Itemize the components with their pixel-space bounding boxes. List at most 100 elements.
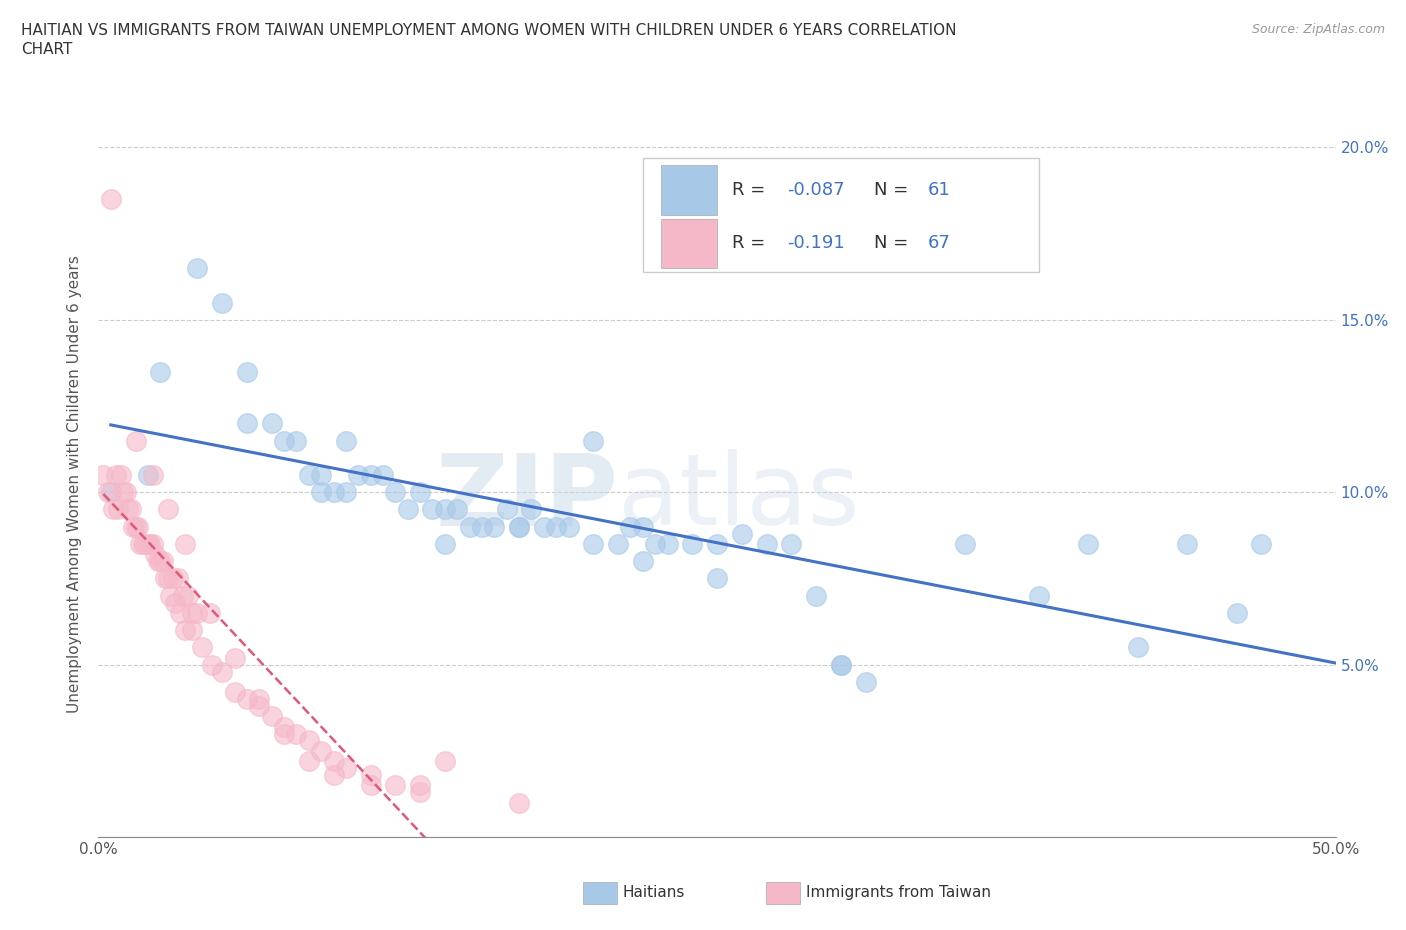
Point: [731, 526, 754, 541]
Point: [134, 537, 156, 551]
Point: [285, 726, 308, 741]
Point: [322, 485, 344, 499]
Point: [508, 519, 530, 534]
Point: [236, 692, 259, 707]
Point: [631, 519, 654, 534]
FancyBboxPatch shape: [661, 166, 717, 215]
Point: [149, 553, 172, 568]
Point: [132, 537, 155, 551]
Point: [166, 571, 188, 586]
Point: [104, 468, 127, 483]
Point: [335, 485, 357, 499]
Point: [309, 743, 332, 758]
Point: [433, 502, 456, 517]
Point: [143, 547, 166, 562]
Point: [546, 519, 568, 534]
Point: [298, 733, 321, 748]
Point: [100, 192, 122, 206]
Point: [471, 519, 494, 534]
Point: [322, 753, 344, 768]
Point: [156, 502, 179, 517]
Point: [247, 698, 270, 713]
Text: atlas: atlas: [619, 449, 859, 546]
Point: [169, 605, 191, 620]
Point: [409, 777, 432, 792]
Point: [120, 502, 142, 517]
Point: [117, 502, 139, 517]
Point: [142, 537, 165, 551]
Point: [236, 365, 259, 379]
Point: [162, 571, 184, 586]
Point: [755, 537, 778, 551]
Text: HAITIAN VS IMMIGRANTS FROM TAIWAN UNEMPLOYMENT AMONG WOMEN WITH CHILDREN UNDER 6: HAITIAN VS IMMIGRANTS FROM TAIWAN UNEMPL…: [21, 23, 956, 38]
Point: [360, 468, 382, 483]
Text: Haitians: Haitians: [623, 885, 685, 900]
Point: [1226, 605, 1249, 620]
Point: [124, 519, 146, 534]
Point: [181, 623, 204, 638]
Point: [508, 795, 530, 810]
Point: [155, 571, 177, 586]
Point: [273, 433, 295, 448]
Point: [1126, 640, 1149, 655]
Point: [484, 519, 506, 534]
Point: [136, 537, 159, 551]
Point: [181, 605, 204, 620]
Point: [1028, 588, 1050, 603]
Point: [174, 623, 197, 638]
Text: R =: R =: [733, 234, 770, 252]
Point: [1175, 537, 1198, 551]
Point: [224, 684, 246, 699]
Point: [446, 502, 468, 517]
Point: [422, 502, 444, 517]
Point: [127, 519, 149, 534]
Point: [1077, 537, 1099, 551]
Point: [533, 519, 555, 534]
Point: [619, 519, 641, 534]
Point: [780, 537, 803, 551]
Point: [186, 260, 208, 275]
Point: [110, 468, 132, 483]
Point: [191, 640, 214, 655]
Point: [607, 537, 630, 551]
Point: [322, 767, 344, 782]
Point: [582, 537, 605, 551]
Point: [100, 485, 122, 499]
Point: [285, 433, 308, 448]
Point: [186, 605, 208, 620]
Point: [201, 658, 224, 672]
Point: [433, 537, 456, 551]
Point: [149, 365, 172, 379]
Text: R =: R =: [733, 181, 770, 199]
Point: [804, 588, 827, 603]
Point: [152, 553, 174, 568]
Point: [855, 674, 877, 689]
Text: Immigrants from Taiwan: Immigrants from Taiwan: [806, 885, 991, 900]
Point: [384, 485, 406, 499]
Point: [458, 519, 481, 534]
Point: [371, 468, 394, 483]
Point: [1250, 537, 1272, 551]
Point: [156, 571, 179, 586]
Point: [273, 726, 295, 741]
Point: [409, 485, 432, 499]
Text: N =: N =: [875, 181, 914, 199]
Text: Source: ZipAtlas.com: Source: ZipAtlas.com: [1251, 23, 1385, 36]
Point: [298, 753, 321, 768]
FancyBboxPatch shape: [643, 158, 1039, 272]
Point: [236, 416, 259, 431]
Text: -0.087: -0.087: [787, 181, 845, 199]
Point: [335, 433, 357, 448]
Point: [644, 537, 666, 551]
Point: [260, 416, 283, 431]
Point: [112, 485, 135, 499]
Text: -0.191: -0.191: [787, 234, 845, 252]
Point: [347, 468, 370, 483]
Point: [103, 502, 125, 517]
Point: [360, 767, 382, 782]
Point: [260, 709, 283, 724]
Point: [830, 658, 852, 672]
Point: [706, 537, 728, 551]
Point: [93, 468, 115, 483]
Point: [142, 468, 165, 483]
